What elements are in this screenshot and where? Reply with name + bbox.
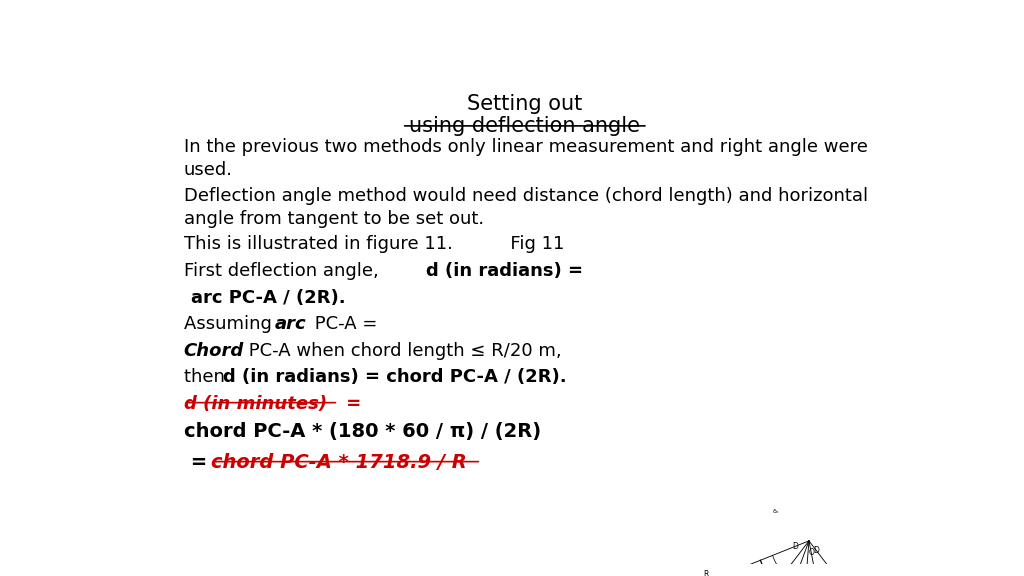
Text: Deflection angle method would need distance (chord length) and horizontal
angle : Deflection angle method would need dista… (183, 187, 867, 228)
Text: Assuming: Assuming (183, 315, 278, 334)
Text: D: D (813, 545, 819, 555)
Text: d (in radians) = chord PC-A / (2R).: d (in radians) = chord PC-A / (2R). (223, 369, 567, 386)
Text: Chord: Chord (183, 342, 244, 360)
Text: =: = (183, 453, 214, 472)
Text: using deflection angle: using deflection angle (410, 116, 640, 136)
Text: =: = (340, 395, 361, 413)
Text: arc PC-A / (2R).: arc PC-A / (2R). (191, 289, 346, 306)
Text: D: D (792, 542, 798, 551)
Text: d (in minutes): d (in minutes) (183, 395, 327, 413)
Text: Setting out: Setting out (467, 93, 583, 113)
Text: PC-A =: PC-A = (309, 315, 377, 334)
Text: δₙ: δₙ (772, 509, 779, 514)
Text: chord PC-A * 1718.9 / R: chord PC-A * 1718.9 / R (211, 453, 467, 472)
Text: O: O (808, 548, 814, 557)
Text: chord PC-A * (180 * 60 / π) / (2R): chord PC-A * (180 * 60 / π) / (2R) (183, 422, 541, 441)
Text: First deflection angle,: First deflection angle, (183, 262, 384, 280)
Text: PC-A when chord length ≤ R/20 m,: PC-A when chord length ≤ R/20 m, (243, 342, 562, 360)
Text: R: R (702, 570, 709, 576)
Text: This is illustrated in figure 11.          Fig 11: This is illustrated in figure 11. Fig 11 (183, 236, 564, 253)
Text: d (in radians) =: d (in radians) = (426, 262, 583, 280)
Text: In the previous two methods only linear measurement and right angle were
used.: In the previous two methods only linear … (183, 138, 867, 180)
Text: then: then (183, 369, 230, 386)
Text: arc: arc (274, 315, 306, 334)
